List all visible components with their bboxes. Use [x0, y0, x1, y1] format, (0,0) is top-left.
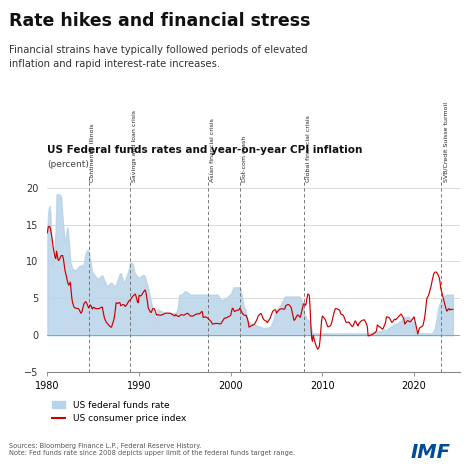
Text: Rate hikes and financial stress: Rate hikes and financial stress — [9, 12, 311, 30]
Legend: US federal funds rate, US consumer price index: US federal funds rate, US consumer price… — [52, 401, 186, 423]
Text: Financial strains have typically followed periods of elevated
inflation and rapi: Financial strains have typically followe… — [9, 45, 308, 69]
Text: IMF: IMF — [410, 443, 450, 462]
Text: Savings and loan crisis: Savings and loan crisis — [132, 110, 137, 182]
Text: Continental Illinois: Continental Illinois — [91, 123, 95, 182]
Text: SVB/Credit Suisse turmoil: SVB/Credit Suisse turmoil — [443, 102, 448, 182]
Text: (percent): (percent) — [47, 160, 89, 169]
Text: Dot-com crash: Dot-com crash — [242, 136, 246, 182]
Text: Global financial crisis: Global financial crisis — [306, 115, 311, 182]
Text: US Federal funds rates and year-on-year CPI inflation: US Federal funds rates and year-on-year … — [47, 145, 363, 155]
Text: Asian financial crisis: Asian financial crisis — [210, 118, 215, 182]
Text: Sources: Bloomberg Finance L.P., Federal Reserve History.
Note: Fed funds rate s: Sources: Bloomberg Finance L.P., Federal… — [9, 443, 296, 456]
